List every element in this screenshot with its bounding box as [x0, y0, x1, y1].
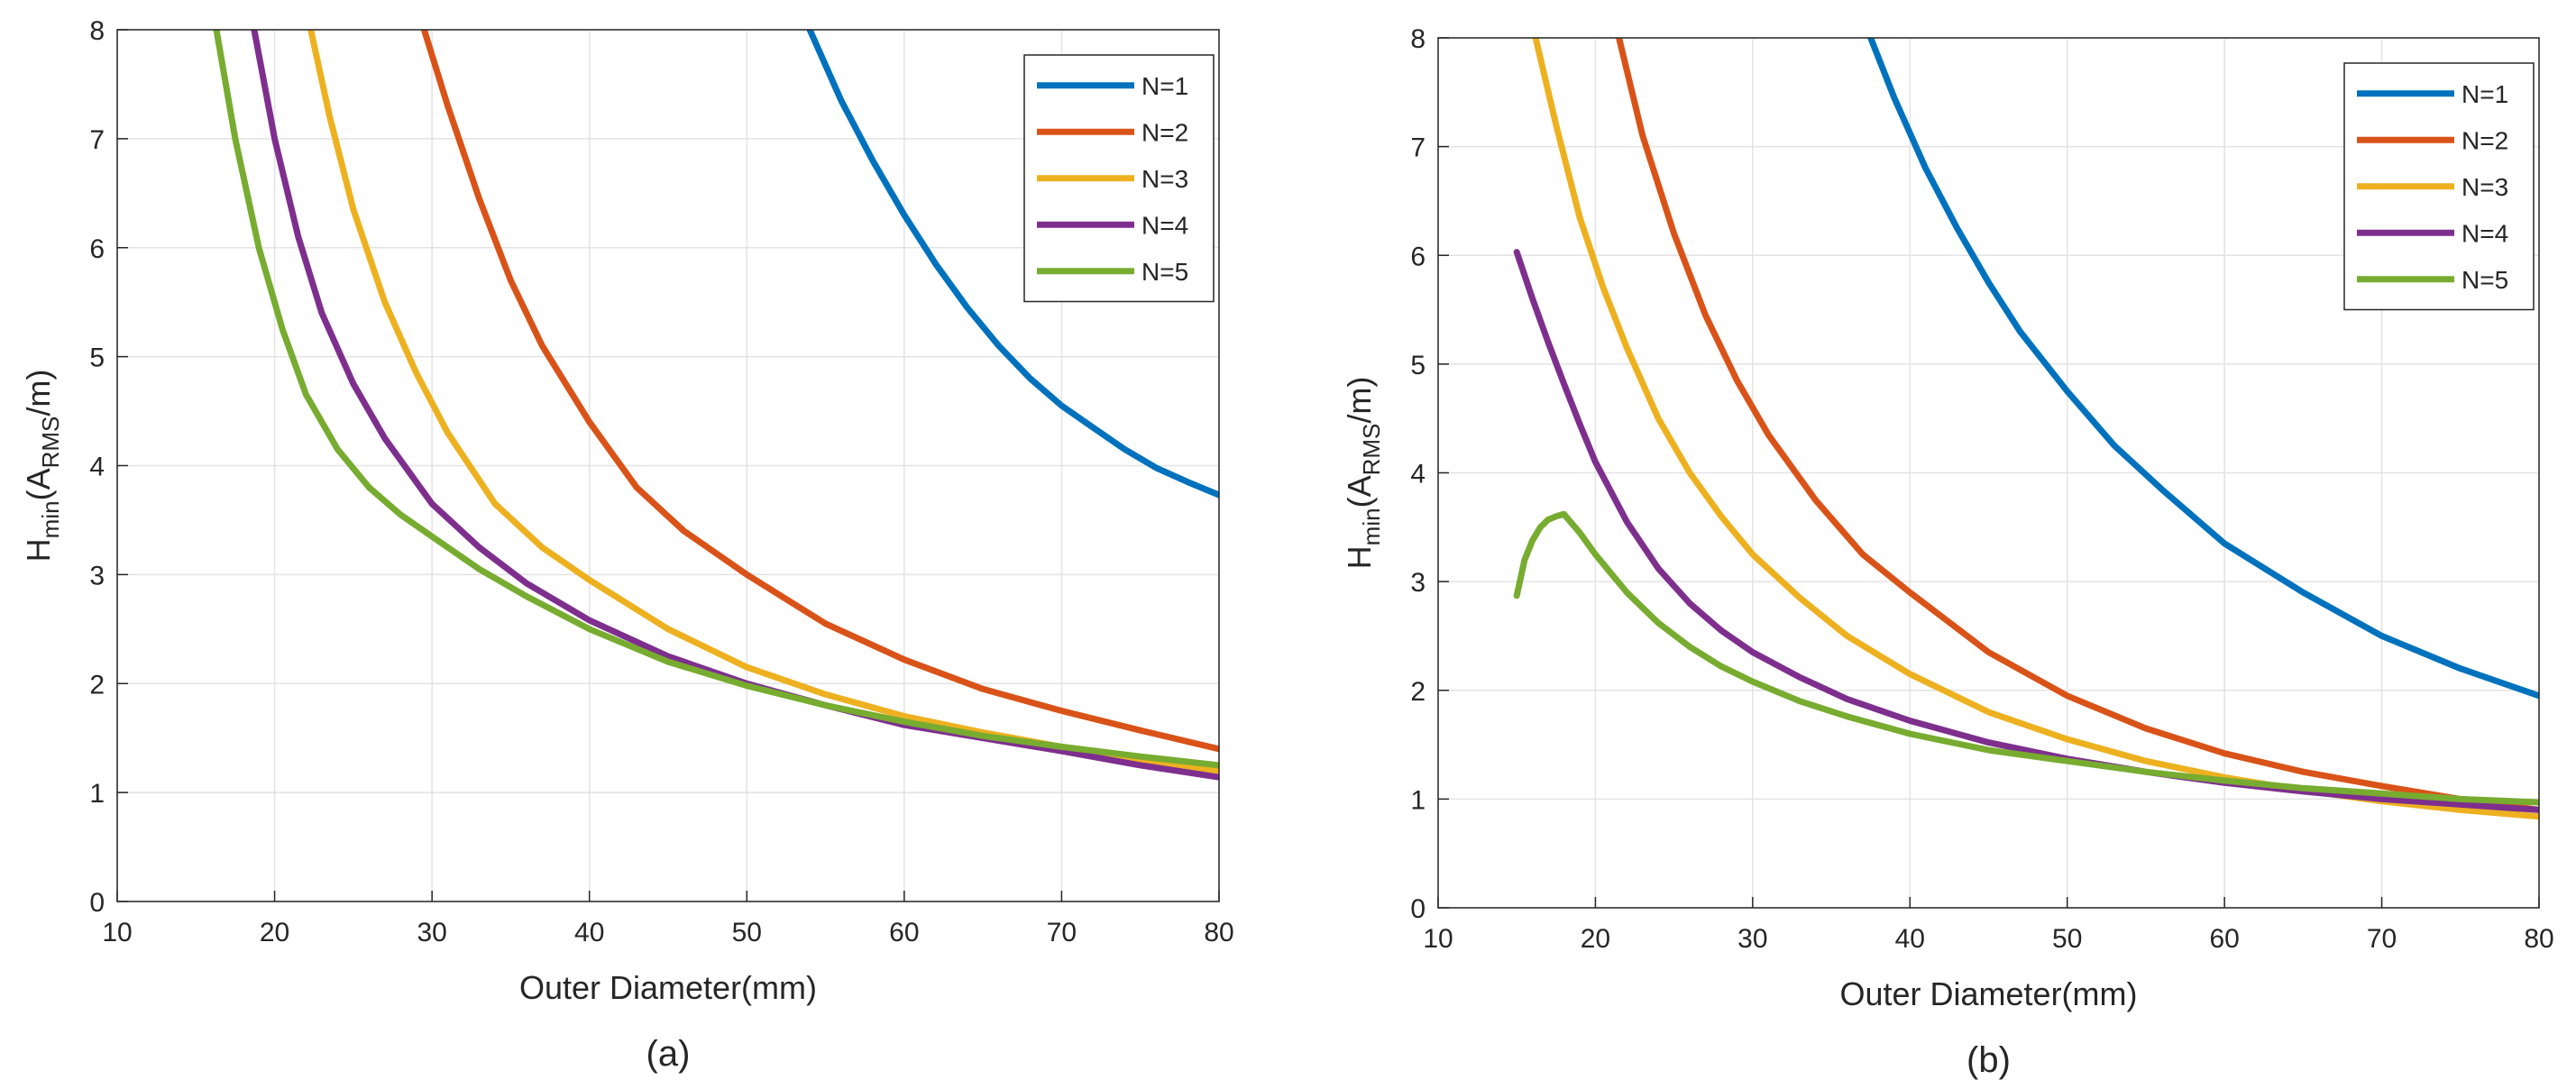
legend: N=1 N=2 N=3 N=4 N=5: [2343, 62, 2535, 311]
y-tick-label: 7: [1410, 133, 1426, 163]
y-tick-label: 7: [89, 125, 105, 155]
series-line-N1: [1867, 38, 2539, 700]
y-axis-label: Hmin(ARMS/m): [20, 370, 64, 563]
legend-label: N=1: [1141, 72, 1188, 100]
panel-b: 10 20 30 40 50 60 70 80 0 1 2 3 4 5 6 7 8 Outer Diameter(…: [1341, 24, 2554, 1080]
y-tick-label: 4: [89, 453, 105, 482]
x-tick-label: 20: [1581, 924, 1610, 954]
x-tick-label: 40: [574, 918, 604, 947]
y-tick-label: 2: [89, 670, 105, 700]
series-line-N5: [213, 30, 1219, 769]
y-tick-label: 5: [89, 343, 105, 373]
x-tick-label: 30: [1737, 924, 1767, 954]
x-tick-label: 50: [732, 918, 762, 947]
y-tick-label: 3: [1410, 568, 1426, 598]
x-tick-label: 10: [1423, 924, 1453, 954]
series-line-N5: [1513, 510, 2539, 806]
panel-a: 10 20 30 40 50 60 70 80 0 1 2 3 4 5 6 7 8 Outer Diameter(…: [20, 16, 1234, 1074]
legend-label: N=3: [2461, 173, 2508, 201]
legend-label: N=5: [2461, 266, 2508, 294]
series-line-N2: [1616, 38, 2539, 813]
y-tick-label: 0: [1410, 894, 1426, 924]
legend-label: N=3: [1141, 165, 1188, 193]
x-tick-label: 80: [2524, 924, 2553, 954]
y-tick-label: 0: [89, 888, 105, 918]
y-tick-label: 8: [89, 16, 105, 46]
y-tick-label: 4: [1410, 460, 1426, 490]
y-tick-label: 6: [89, 234, 105, 264]
legend: N=1 N=2 N=3 N=4 N=5: [1023, 54, 1215, 303]
panel-label: (b): [1966, 1040, 2011, 1080]
legend-label: N=5: [1141, 258, 1188, 286]
x-tick-label: 70: [1047, 918, 1077, 947]
x-tick-label: 30: [417, 918, 446, 947]
legend-label: N=2: [1141, 118, 1188, 146]
y-tick-label: 1: [1410, 785, 1426, 815]
y-tick-label: 3: [89, 561, 105, 590]
x-tick-label: 60: [2209, 924, 2239, 954]
legend-label: N=4: [1141, 211, 1188, 239]
y-tick-label: 1: [89, 779, 105, 809]
y-tick-label: 2: [1410, 677, 1426, 707]
y-tick-label: 5: [1410, 351, 1426, 380]
legend-label: N=1: [2461, 80, 2508, 108]
x-tick-label: 50: [2052, 924, 2082, 954]
x-tick-label: 40: [1895, 924, 1925, 954]
series-group: [213, 30, 1219, 781]
x-axis-label: Outer Diameter(mm): [519, 969, 817, 1006]
y-axis-label: Hmin(ARMS/m): [1341, 377, 1385, 570]
panel-label: (a): [646, 1034, 691, 1074]
legend-label: N=2: [2461, 126, 2508, 154]
y-tick-label: 6: [1410, 242, 1426, 271]
x-tick-label: 20: [260, 918, 289, 947]
series-line-N1: [806, 30, 1219, 499]
x-axis-label: Outer Diameter(mm): [1839, 975, 2137, 1012]
series-group: [1513, 38, 2539, 820]
y-tick-label: 8: [1410, 24, 1426, 54]
x-tick-label: 70: [2367, 924, 2397, 954]
legend-label: N=4: [2461, 219, 2508, 247]
x-tick-label: 60: [889, 918, 919, 947]
series-line-N2: [420, 30, 1219, 753]
x-tick-label: 10: [102, 918, 132, 947]
x-tick-label: 80: [1204, 918, 1233, 947]
